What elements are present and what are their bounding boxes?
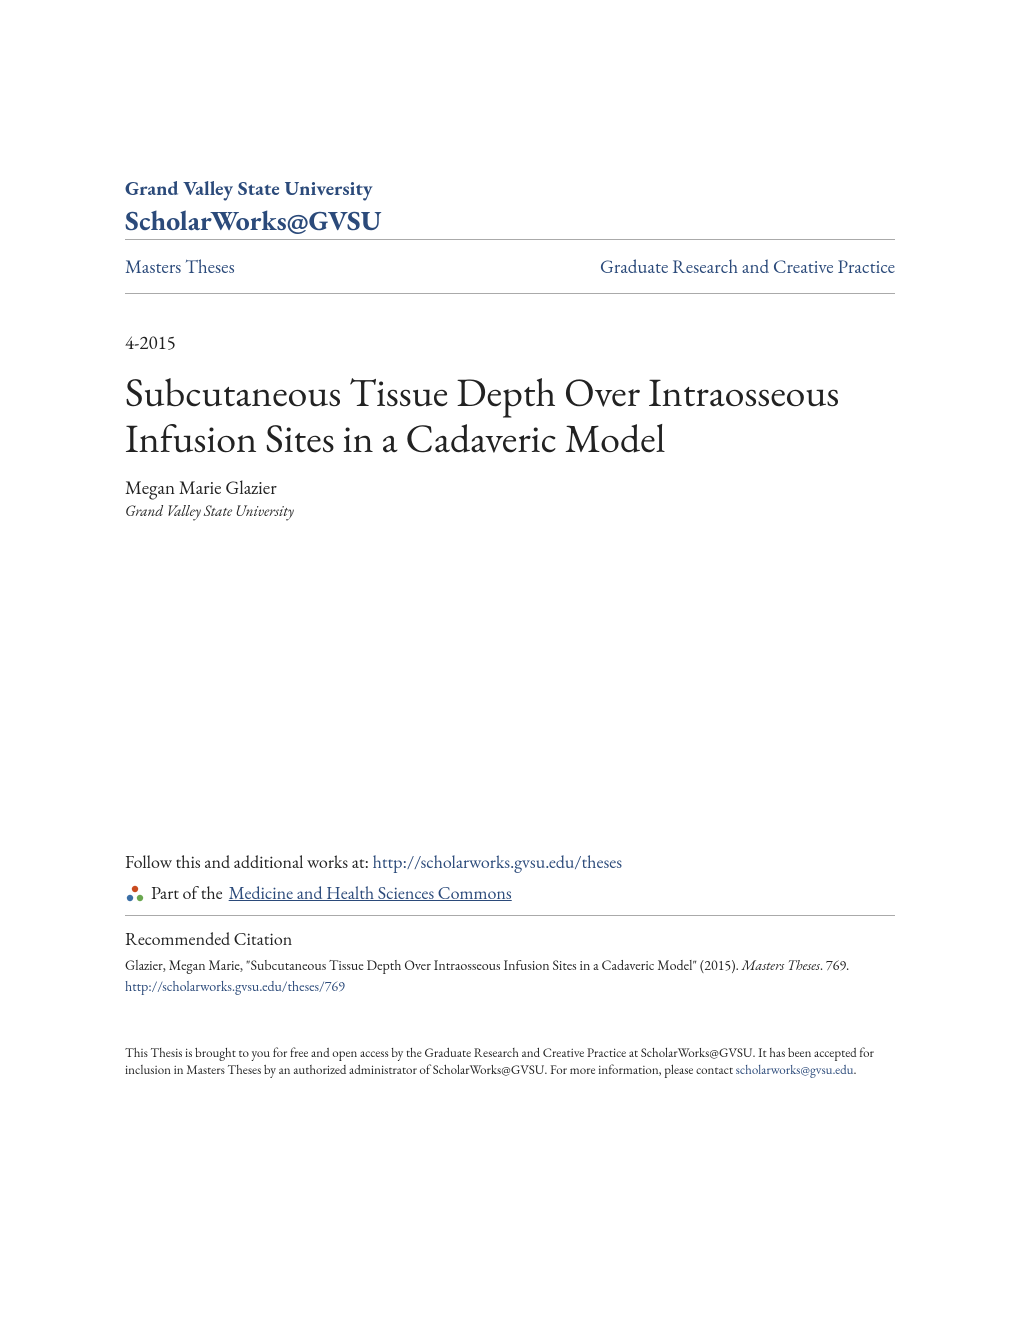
page-container: Grand Valley State University ScholarWor… bbox=[0, 0, 1020, 1139]
citation-suffix: . 769. bbox=[820, 957, 849, 975]
partof-row: Part of the Medicine and Health Sciences… bbox=[125, 882, 895, 905]
network-icon bbox=[125, 884, 145, 904]
partof-link[interactable]: Medicine and Health Sciences Commons bbox=[229, 882, 512, 905]
breadcrumb-right-link[interactable]: Graduate Research and Creative Practice bbox=[600, 254, 895, 279]
breadcrumb: Masters Theses Graduate Research and Cre… bbox=[125, 240, 895, 293]
publication-date: 4-2015 bbox=[125, 330, 895, 355]
follow-section: Follow this and additional works at: htt… bbox=[125, 851, 895, 874]
citation-url-link[interactable]: http://scholarworks.gvsu.edu/theses/769 bbox=[125, 978, 895, 996]
citation-italic: Masters Theses bbox=[742, 957, 820, 975]
citation-heading: Recommended Citation bbox=[125, 928, 895, 951]
footer-email-link[interactable]: scholarworks@gvsu.edu bbox=[736, 1061, 854, 1078]
follow-url-link[interactable]: http://scholarworks.gvsu.edu/theses bbox=[373, 851, 623, 874]
author-name: Megan Marie Glazier bbox=[125, 475, 895, 500]
paper-title: Subcutaneous Tissue Depth Over Intraosse… bbox=[125, 369, 895, 461]
author-affiliation: Grand Valley State University bbox=[125, 502, 895, 521]
footer-text: This Thesis is brought to you for free a… bbox=[125, 1044, 895, 1079]
citation-text: Glazier, Megan Marie, "Subcutaneous Tiss… bbox=[125, 957, 895, 976]
follow-prefix: Follow this and additional works at: bbox=[125, 851, 373, 874]
repository-link[interactable]: ScholarWorks@GVSU bbox=[125, 203, 382, 239]
footer-period: . bbox=[854, 1061, 857, 1078]
citation-section: Recommended Citation Glazier, Megan Mari… bbox=[125, 928, 895, 996]
citation-prefix: Glazier, Megan Marie, "Subcutaneous Tiss… bbox=[125, 957, 742, 975]
divider-citation bbox=[125, 915, 895, 916]
institution-name: Grand Valley State University bbox=[125, 175, 895, 201]
breadcrumb-left-link[interactable]: Masters Theses bbox=[125, 254, 235, 279]
partof-prefix: Part of the bbox=[151, 882, 223, 905]
divider-breadcrumb bbox=[125, 293, 895, 294]
